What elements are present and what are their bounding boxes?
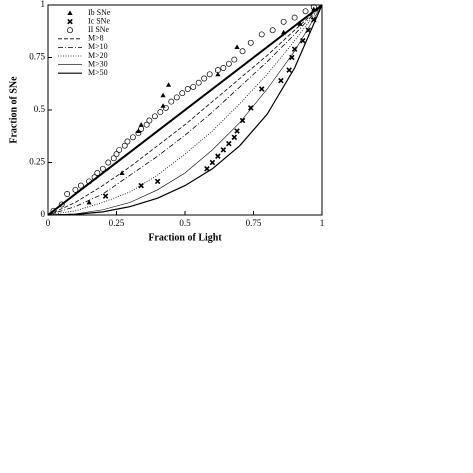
y-tick-label: 0.75 bbox=[29, 52, 45, 62]
legend-label: II SNe bbox=[88, 25, 110, 34]
circle-marker bbox=[50, 207, 57, 214]
circle-marker bbox=[190, 83, 197, 90]
circle-marker bbox=[179, 90, 186, 97]
circle-marker bbox=[220, 65, 227, 71]
series-line bbox=[47, 4, 323, 216]
cross-marker bbox=[289, 54, 295, 61]
circle-marker bbox=[129, 134, 136, 141]
circle-marker bbox=[110, 155, 117, 162]
circle-marker bbox=[99, 165, 106, 172]
cross-marker bbox=[220, 147, 227, 153]
legend-label: M>10 bbox=[88, 42, 108, 51]
cross-marker bbox=[286, 67, 292, 73]
cross-marker bbox=[226, 140, 232, 147]
triangle-marker bbox=[311, 6, 317, 12]
circle-marker bbox=[77, 182, 84, 189]
cross-marker bbox=[234, 128, 240, 134]
x-tick-label: 0.25 bbox=[109, 218, 125, 228]
cross-marker bbox=[278, 77, 284, 84]
cross-marker bbox=[154, 178, 161, 185]
circle-marker bbox=[86, 178, 93, 185]
cross-marker bbox=[231, 134, 238, 141]
legend-label: M>8 bbox=[88, 34, 104, 43]
triangle-marker bbox=[138, 122, 144, 127]
legend-label: M>20 bbox=[88, 51, 108, 60]
x-tick-label: 0 bbox=[46, 218, 51, 228]
circle-marker bbox=[121, 142, 128, 149]
triangle-marker bbox=[86, 199, 92, 205]
series-line bbox=[47, 4, 323, 216]
circle-marker bbox=[184, 86, 191, 92]
circle-marker bbox=[239, 48, 246, 55]
triangle-marker bbox=[160, 92, 166, 98]
x-tick-label: 0.75 bbox=[246, 218, 262, 228]
cross-marker bbox=[300, 37, 306, 44]
triangle-marker bbox=[234, 44, 240, 49]
circle-marker bbox=[138, 125, 145, 132]
triangle-marker bbox=[281, 29, 287, 35]
cross-marker bbox=[209, 159, 216, 166]
series-line bbox=[47, 4, 323, 216]
circle-marker bbox=[64, 191, 71, 197]
cross-marker bbox=[67, 18, 73, 25]
circle-marker bbox=[113, 151, 120, 158]
circle-marker bbox=[58, 201, 65, 208]
circle-marker bbox=[269, 27, 276, 34]
circle-marker bbox=[247, 39, 254, 46]
y-tick-label: 0 bbox=[41, 209, 46, 219]
cross-marker bbox=[247, 105, 254, 111]
circle-marker bbox=[258, 31, 265, 38]
legend-label: M>30 bbox=[88, 59, 108, 68]
triangle-marker bbox=[215, 71, 221, 77]
triangle-marker bbox=[297, 21, 303, 26]
circle-marker bbox=[231, 56, 238, 63]
circle-marker bbox=[201, 75, 208, 82]
circle-marker bbox=[173, 94, 180, 101]
x-tick-label: 1 bbox=[320, 218, 325, 228]
circle-marker bbox=[116, 146, 123, 153]
triangle-marker bbox=[160, 103, 166, 108]
circle-marker bbox=[124, 138, 131, 145]
circle-marker bbox=[143, 121, 150, 128]
legend-label: M>50 bbox=[88, 68, 108, 77]
circle-marker bbox=[135, 130, 142, 137]
triangle-marker bbox=[67, 10, 73, 15]
cross-marker bbox=[291, 46, 298, 52]
cross-marker bbox=[239, 117, 246, 124]
circle-marker bbox=[291, 14, 298, 21]
legend-label: Ib SNe bbox=[88, 8, 111, 17]
x-axis-label: Fraction of Light bbox=[148, 232, 222, 243]
y-tick-label: 0.25 bbox=[29, 157, 45, 167]
cross-marker bbox=[258, 86, 265, 92]
circle-marker bbox=[72, 186, 79, 193]
y-axis-label: Fraction of SNe bbox=[8, 76, 19, 144]
circle-marker bbox=[105, 159, 112, 166]
circle-marker bbox=[214, 67, 221, 74]
circle-marker bbox=[225, 60, 232, 67]
legend-label: Ic SNe bbox=[88, 16, 110, 25]
cross-marker bbox=[215, 153, 221, 159]
y-tick-label: 0.5 bbox=[34, 104, 46, 114]
circle-marker bbox=[91, 174, 98, 181]
circle-marker bbox=[310, 4, 317, 11]
x-tick-label: 0.5 bbox=[179, 218, 191, 228]
triangle-marker bbox=[165, 82, 172, 87]
circle-marker bbox=[195, 79, 202, 86]
circle-marker bbox=[146, 117, 153, 124]
circle-marker bbox=[67, 27, 73, 34]
circle-marker bbox=[168, 98, 175, 105]
circle-marker bbox=[94, 170, 101, 176]
circle-marker bbox=[151, 113, 158, 120]
circle-marker bbox=[206, 71, 213, 78]
y-tick-label: 1 bbox=[41, 0, 46, 9]
cross-marker bbox=[102, 193, 109, 199]
series-line bbox=[47, 4, 323, 216]
circle-marker bbox=[157, 109, 164, 116]
circle-marker bbox=[162, 104, 169, 111]
circle-marker bbox=[302, 8, 309, 15]
cross-marker bbox=[204, 166, 210, 172]
circle-marker bbox=[280, 18, 287, 25]
